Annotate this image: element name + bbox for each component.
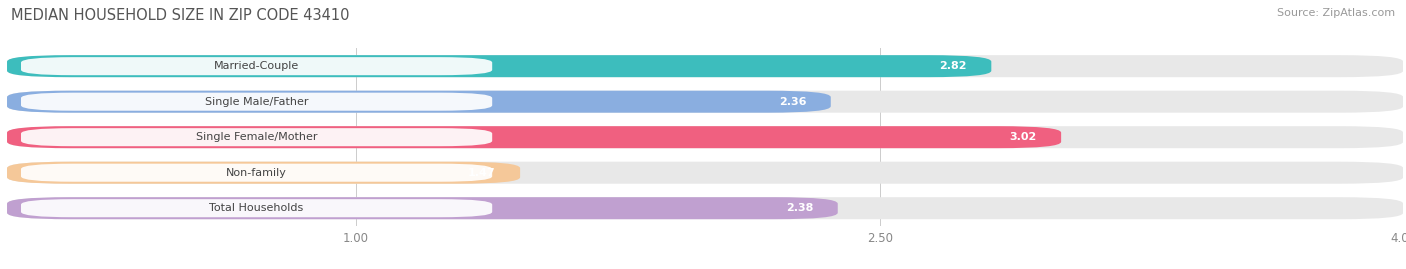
FancyBboxPatch shape	[7, 197, 838, 219]
Text: MEDIAN HOUSEHOLD SIZE IN ZIP CODE 43410: MEDIAN HOUSEHOLD SIZE IN ZIP CODE 43410	[11, 8, 350, 23]
FancyBboxPatch shape	[7, 55, 1403, 77]
FancyBboxPatch shape	[7, 55, 991, 77]
Text: Married-Couple: Married-Couple	[214, 61, 299, 71]
Text: Source: ZipAtlas.com: Source: ZipAtlas.com	[1277, 8, 1395, 18]
Text: 2.82: 2.82	[939, 61, 967, 71]
Text: 3.02: 3.02	[1010, 132, 1036, 142]
FancyBboxPatch shape	[7, 162, 520, 184]
FancyBboxPatch shape	[21, 93, 492, 111]
FancyBboxPatch shape	[7, 197, 1403, 219]
Text: Non-family: Non-family	[226, 168, 287, 178]
FancyBboxPatch shape	[21, 128, 492, 146]
FancyBboxPatch shape	[21, 199, 492, 217]
FancyBboxPatch shape	[7, 162, 1403, 184]
FancyBboxPatch shape	[7, 91, 831, 113]
Text: Single Female/Mother: Single Female/Mother	[195, 132, 318, 142]
FancyBboxPatch shape	[7, 91, 1403, 113]
FancyBboxPatch shape	[21, 164, 492, 182]
Text: 1.47: 1.47	[468, 168, 496, 178]
Text: Single Male/Father: Single Male/Father	[205, 97, 308, 107]
FancyBboxPatch shape	[7, 126, 1062, 148]
Text: 2.36: 2.36	[779, 97, 806, 107]
Text: 2.38: 2.38	[786, 203, 813, 213]
FancyBboxPatch shape	[7, 126, 1403, 148]
FancyBboxPatch shape	[21, 57, 492, 75]
Text: Total Households: Total Households	[209, 203, 304, 213]
